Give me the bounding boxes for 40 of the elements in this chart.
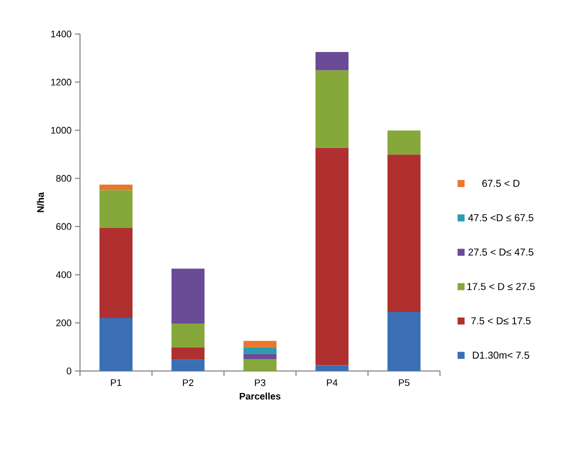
legend-label: 7.5 < D≤ 17.5 — [471, 317, 531, 324]
y-tick-label: 1400 — [51, 30, 72, 38]
legend-label: 27.5 < D≤ 47.5 — [468, 248, 534, 256]
bar — [388, 312, 421, 371]
bar — [388, 154, 421, 312]
bar — [100, 184, 133, 190]
bar — [316, 148, 349, 366]
bar — [316, 52, 349, 70]
bar — [172, 347, 205, 360]
bar — [100, 228, 133, 318]
y-tick-label: 600 — [56, 223, 72, 230]
y-tick-label: 1200 — [51, 78, 72, 86]
x-axis-title: Parcelles — [240, 392, 280, 400]
y-tick-label: 400 — [56, 271, 72, 278]
y-axis-title: N/ha — [36, 192, 44, 212]
bar — [316, 70, 349, 148]
bar — [172, 324, 205, 348]
bar — [244, 340, 277, 348]
x-tick-label: P5 — [398, 379, 410, 386]
bar — [172, 360, 205, 371]
x-tick-label: P3 — [254, 379, 266, 386]
y-tick-label: 1000 — [51, 126, 72, 134]
x-tick-label: P1 — [110, 379, 122, 386]
x-tick-label: P4 — [326, 379, 338, 386]
legend-label: 17.5 < D ≤ 27.5 — [467, 282, 535, 290]
y-tick-label: 0 — [66, 368, 72, 374]
bar — [244, 347, 277, 354]
bar — [316, 365, 349, 371]
legend-label: 67.5 < D — [482, 180, 520, 187]
bar — [244, 358, 277, 371]
bar — [388, 130, 421, 155]
legend-label: 47.5 <D ≤ 67.5 — [468, 214, 534, 222]
y-tick-label: 800 — [56, 175, 72, 182]
legend-label: D1.30m< 7.5 — [472, 352, 530, 359]
y-tick-label: 200 — [56, 319, 72, 326]
bar — [100, 190, 133, 228]
bar — [244, 354, 277, 359]
x-tick-label: P2 — [182, 379, 194, 386]
bar — [172, 268, 205, 324]
bar — [100, 318, 133, 371]
